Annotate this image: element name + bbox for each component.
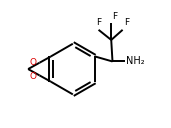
- Text: F: F: [113, 12, 118, 21]
- Text: NH₂: NH₂: [126, 56, 144, 66]
- Text: O: O: [29, 72, 36, 81]
- Text: F: F: [96, 18, 101, 27]
- Text: F: F: [124, 18, 129, 27]
- Text: O: O: [29, 58, 36, 67]
